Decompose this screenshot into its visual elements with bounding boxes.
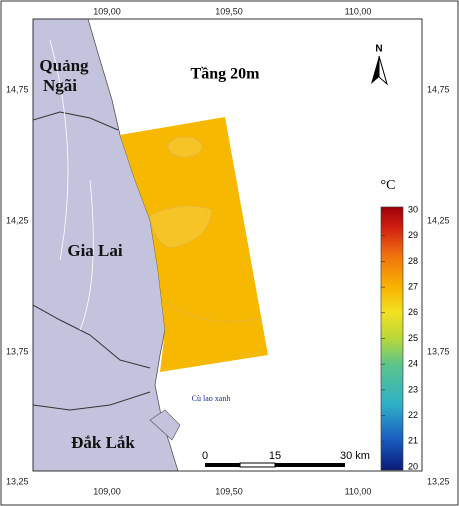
lat-label: 14,25: [6, 215, 29, 225]
scale-bar: [205, 463, 240, 467]
island: [149, 409, 181, 441]
place-label: Gia Lai: [67, 241, 123, 260]
lon-label: 109,50: [215, 6, 243, 16]
river: [49, 39, 94, 331]
scale-label: 15: [269, 450, 281, 462]
place-label: Đắk Lắk: [71, 433, 135, 452]
contour: [149, 205, 213, 249]
colorbar-tick-label: 27: [408, 281, 418, 291]
scale-bar: [239, 462, 276, 468]
contour: [167, 136, 203, 158]
lon-label: 109,00: [93, 6, 121, 16]
province-boundary: [33, 111, 151, 411]
scale-label: 30 km: [340, 450, 370, 462]
lat-label: 13,25: [427, 476, 450, 486]
north-arrow: [378, 55, 388, 86]
colorbar-tick-label: 28: [408, 256, 418, 266]
lon-label: 110,00: [345, 486, 372, 496]
lat-label: 14,75: [6, 84, 29, 94]
temperature-field: [120, 117, 268, 372]
contour: [164, 299, 263, 322]
lon-label: 109,00: [93, 486, 121, 496]
place-label: Quảng: [39, 56, 89, 75]
north-label: N: [375, 44, 382, 55]
lat-label: 14,75: [427, 84, 450, 94]
colorbar-tick-label: 24: [408, 359, 418, 369]
colorbar-tick-label: 23: [408, 384, 418, 394]
scale-label: 0: [202, 450, 208, 462]
colorbar-tick-label: 25: [408, 333, 418, 343]
place-label: Ngãi: [43, 76, 77, 95]
title: Tầng 20m: [191, 66, 261, 83]
colorbar-tick-label: 21: [408, 436, 418, 446]
colorbar-tick-label: 30: [408, 204, 418, 214]
scale-bar: [275, 463, 345, 467]
colorbar-tick-label: 22: [408, 410, 418, 420]
lon-label: 109,50: [215, 486, 243, 496]
lat-label: 13,75: [427, 346, 450, 356]
colorbar-tick-label: 26: [408, 307, 418, 317]
lat-label: 13,75: [6, 346, 29, 356]
north-arrow: [371, 56, 379, 84]
island-label: Cù lao xanh: [192, 394, 231, 403]
lon-label: 110,00: [345, 6, 372, 16]
lat-label: 13,25: [6, 476, 29, 486]
colorbar-tick-label: 29: [408, 230, 418, 240]
map-frame: [32, 18, 423, 472]
lat-label: 14,25: [427, 215, 450, 225]
colorbar-tick-label: 20: [408, 461, 418, 471]
legend-unit: °C: [381, 178, 396, 193]
